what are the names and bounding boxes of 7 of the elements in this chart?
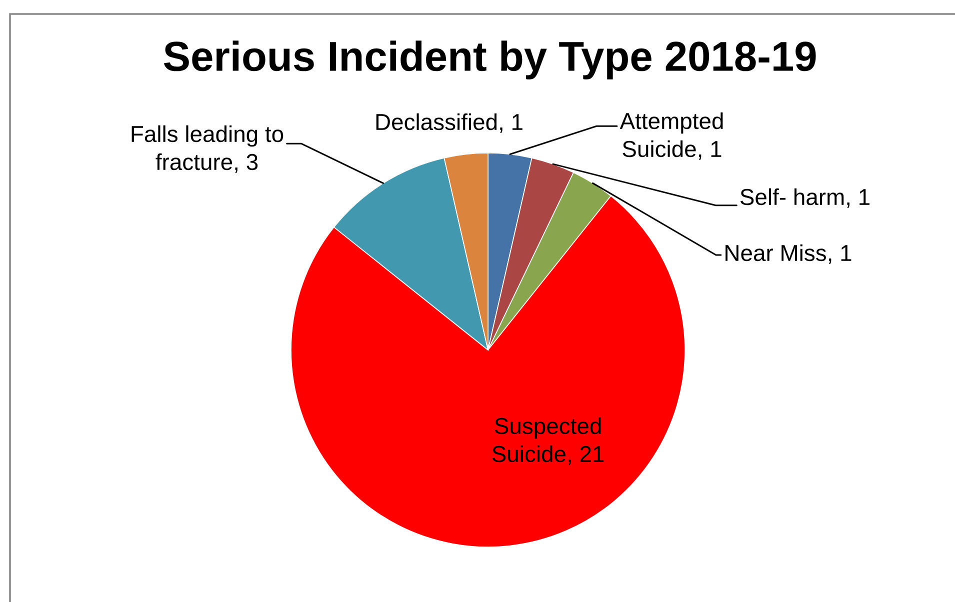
slice-label: Suspected Suicide, 21 xyxy=(492,417,604,465)
chart-title: Serious Incident by Type 2018-19 xyxy=(164,40,816,80)
slice-label: Self- harm, 1 xyxy=(740,188,870,208)
slice-label: Falls leading to fracture, 3 xyxy=(132,125,284,173)
slice-label: Declassified, 1 xyxy=(376,113,522,133)
slice-label: Attempted Suicide, 1 xyxy=(620,112,723,160)
slice-label: Near Miss, 1 xyxy=(726,244,852,264)
